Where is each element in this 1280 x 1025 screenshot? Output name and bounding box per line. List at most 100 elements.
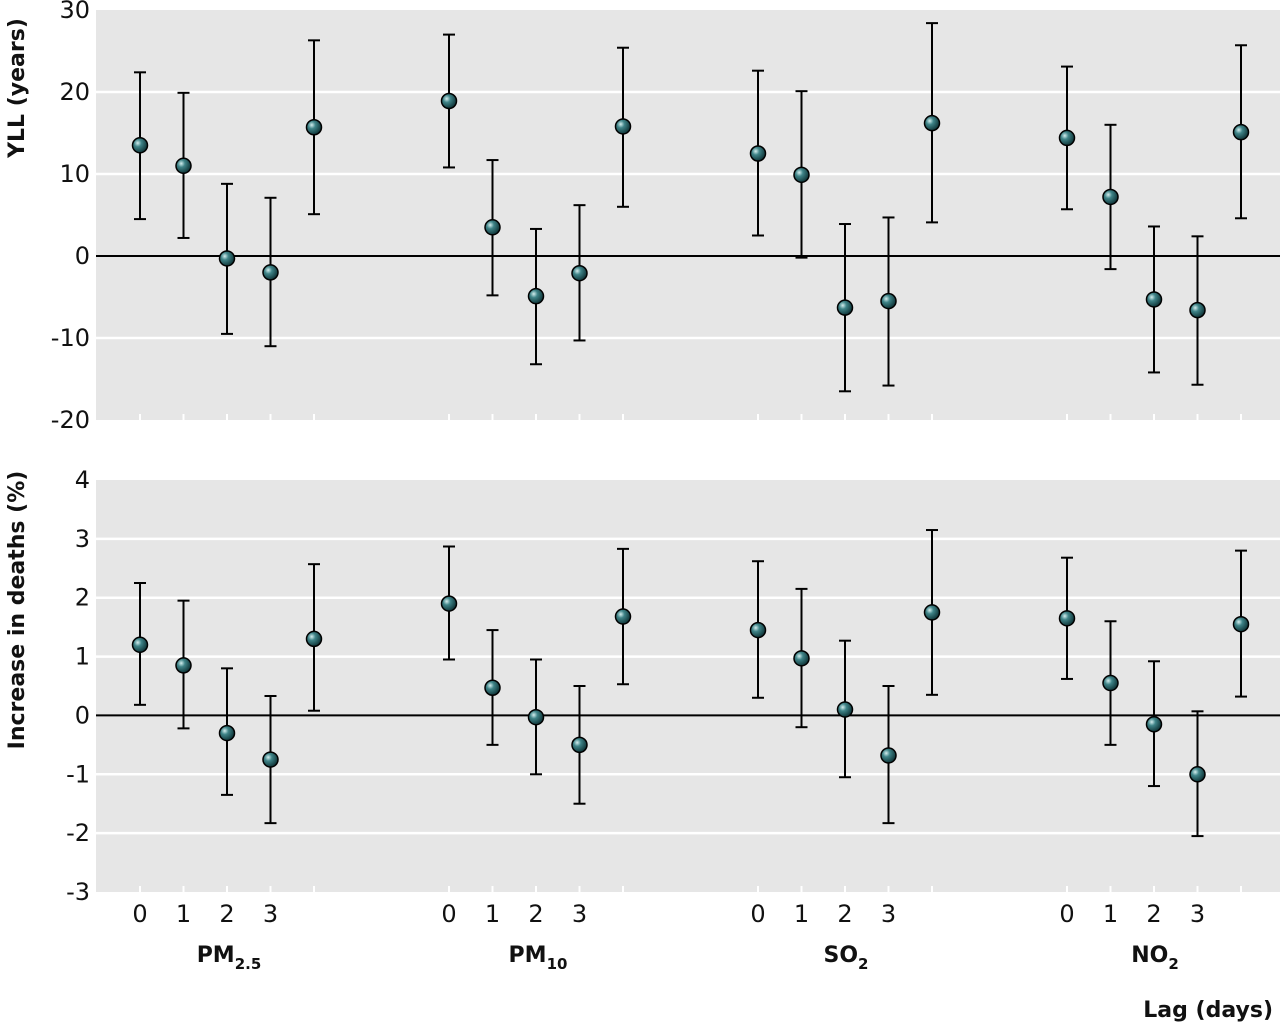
x-lag-tick-label: 3: [263, 900, 278, 928]
bottom-y-tick-label: 3: [75, 525, 90, 553]
top-y-tick-label: -10: [51, 324, 90, 352]
top-plot-area: [96, 10, 1280, 420]
bottom-errorbar-point: [749, 560, 767, 699]
bottom-data-point: [527, 708, 545, 726]
x-group-label: SO2: [824, 943, 869, 973]
bottom-data-point: [1145, 716, 1163, 733]
top-y-tick-label: 30: [59, 0, 90, 24]
bottom-errorbar-point: [571, 685, 588, 805]
bottom-data-point: [571, 736, 588, 754]
top-data-marks: [131, 22, 1250, 393]
bottom-data-point: [793, 650, 810, 667]
bottom-data-point: [1102, 674, 1119, 692]
top-panel: -20 -10 0 10 20 30 YLL (years): [5, 0, 1280, 434]
top-data-point: [175, 157, 192, 175]
bottom-data-marks: [131, 529, 1250, 838]
top-x-tick-marks: [139, 414, 1242, 420]
top-data-point: [880, 292, 897, 310]
bottom-data-point: [175, 657, 192, 674]
top-errorbar-point: [262, 196, 279, 348]
top-data-point: [749, 145, 767, 162]
bottom-data-point: [218, 724, 236, 742]
bottom-errorbar-point: [484, 629, 501, 746]
x-lag-tick-label: 3: [881, 900, 896, 928]
top-data-point: [614, 118, 632, 135]
top-errorbar-point: [1058, 65, 1076, 211]
bottom-errorbar-point: [1058, 556, 1076, 680]
bottom-y-tick-label: 0: [75, 701, 90, 729]
top-errorbar-point: [923, 22, 941, 224]
x-lag-tick-label: 1: [1103, 900, 1118, 928]
bottom-errorbar-point: [880, 685, 897, 825]
top-data-point: [836, 299, 854, 316]
x-lag-tick-label: 1: [485, 900, 500, 928]
bottom-data-point: [262, 751, 279, 768]
bottom-y-tick-label: -1: [66, 760, 90, 788]
x-lag-tick-label: 0: [441, 900, 456, 928]
top-data-point: [1189, 301, 1206, 319]
bottom-data-point: [1232, 615, 1250, 633]
top-errorbar-point: [1189, 235, 1206, 386]
x-group-label: PM10: [509, 943, 568, 973]
top-data-point: [527, 287, 545, 305]
bottom-errorbar-point: [614, 547, 632, 686]
bottom-y-tick-label: 1: [75, 643, 90, 671]
x-axis-label: Lag (days): [1143, 998, 1273, 1023]
top-y-axis-label: YLL (years): [5, 18, 30, 159]
top-data-point: [440, 92, 458, 110]
bottom-y-tick-label: 4: [75, 466, 90, 494]
bottom-errorbar-point: [1102, 620, 1119, 746]
bottom-data-point: [1189, 766, 1206, 783]
top-data-point: [262, 264, 279, 281]
bottom-data-point: [614, 608, 632, 625]
x-lag-tick-label: 0: [132, 900, 147, 928]
x-lag-tick-label: 2: [528, 900, 543, 928]
top-y-tick-label: 20: [59, 78, 90, 106]
top-gridlines: [96, 90, 1280, 340]
top-data-point: [1058, 129, 1076, 147]
top-errorbar-point: [175, 91, 192, 239]
x-lag-tick-label: 0: [1059, 900, 1074, 928]
top-y-tick-label: -20: [51, 406, 90, 434]
top-errorbar-point: [1102, 123, 1119, 271]
top-data-point: [1145, 291, 1163, 308]
x-group-label: PM2.5: [197, 943, 262, 973]
bottom-data-point: [484, 679, 501, 697]
bottom-y-tick-label: -2: [66, 819, 90, 847]
bottom-plot-area: [96, 480, 1280, 892]
top-data-point: [1232, 123, 1250, 141]
top-data-point: [305, 119, 323, 136]
top-y-tick-labels: -20 -10 0 10 20 30: [51, 0, 90, 434]
top-errorbar-point: [793, 90, 810, 259]
bottom-y-tick-label: 2: [75, 584, 90, 612]
top-errorbar-point: [614, 46, 632, 208]
top-data-point: [218, 250, 236, 267]
bottom-errorbar-point: [305, 563, 323, 712]
bottom-errorbar-point: [1189, 710, 1206, 838]
bottom-errorbar-point: [131, 582, 149, 706]
bottom-data-point: [440, 595, 458, 612]
x-lag-tick-label: 0: [750, 900, 765, 928]
top-errorbar-point: [836, 223, 854, 393]
bottom-x-tick-marks: [139, 886, 1242, 892]
top-errorbar-point: [131, 71, 149, 221]
bottom-data-point: [836, 701, 854, 718]
top-errorbar-point: [571, 204, 588, 342]
bottom-y-tick-labels: -3 -2 -1 0 1 2 3 4: [66, 466, 90, 906]
x-lag-tick-label: 3: [1190, 900, 1205, 928]
x-group-labels: PM2.5 PM10 SO2 NO2: [197, 943, 1179, 973]
bottom-data-point: [880, 747, 897, 764]
bottom-y-axis-label: Increase in deaths (%): [5, 471, 30, 750]
top-errorbar-point: [440, 33, 458, 169]
bottom-data-point: [131, 636, 149, 654]
x-lag-tick-label: 1: [176, 900, 191, 928]
bottom-data-point: [749, 621, 767, 639]
top-errorbar-point: [880, 216, 897, 387]
x-lag-tick-label: 2: [837, 900, 852, 928]
bottom-errorbar-point: [218, 667, 236, 796]
bottom-errorbar-point: [440, 545, 458, 661]
top-errorbar-point: [527, 227, 545, 366]
bottom-errorbar-point: [262, 695, 279, 825]
